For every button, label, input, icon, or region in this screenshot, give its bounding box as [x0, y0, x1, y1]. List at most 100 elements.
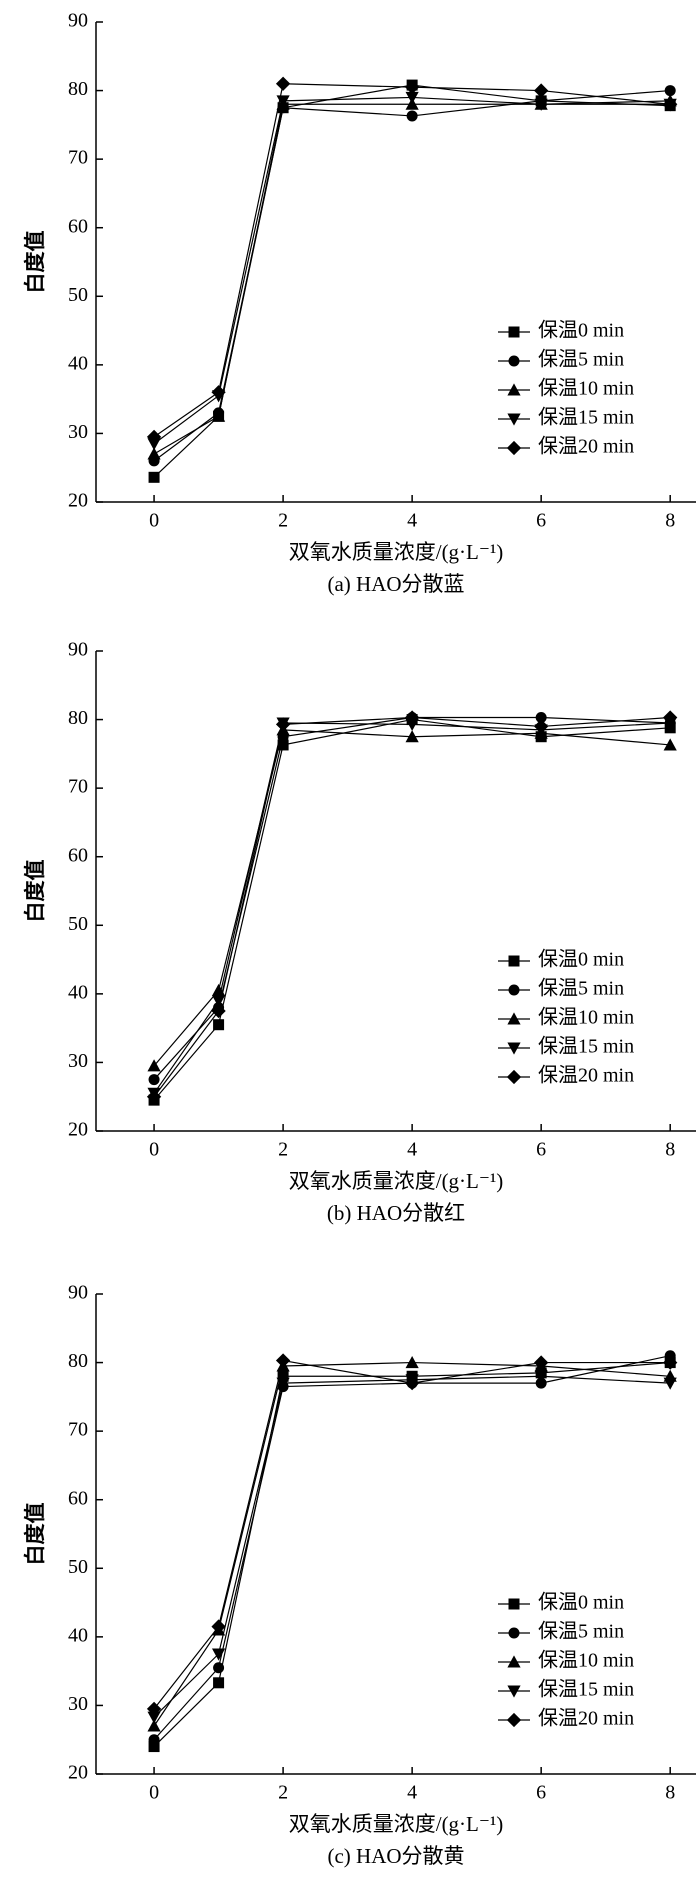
marker: [211, 1648, 226, 1661]
series-line: [153, 722, 671, 1094]
marker: [211, 385, 226, 400]
marker: [148, 1074, 160, 1086]
marker: [405, 91, 419, 105]
legend-label: 保温10 min: [538, 377, 634, 400]
marker: [508, 984, 520, 996]
legend-label: 保温15 min: [538, 1035, 634, 1058]
y-tick-label: 80: [68, 707, 88, 729]
y-tick-label: 30: [68, 1050, 88, 1072]
series-line: [153, 1359, 671, 1710]
marker: [276, 1377, 290, 1390]
y-tick-label: 40: [68, 981, 88, 1003]
chart-caption: (a) HAO分散蓝: [327, 572, 464, 596]
marker: [406, 110, 418, 122]
y-tick-label: 20: [68, 1762, 88, 1784]
marker: [507, 1042, 521, 1055]
marker: [535, 712, 547, 724]
marker: [147, 438, 161, 451]
marker: [405, 730, 419, 743]
marker: [534, 1370, 548, 1383]
y-tick-label: 50: [68, 284, 88, 306]
marker: [277, 739, 289, 751]
series-line: [153, 716, 671, 1098]
marker: [664, 85, 676, 97]
marker: [147, 1059, 161, 1072]
marker: [275, 717, 291, 732]
x-axis-label: 双氧水质量浓度/(g·L⁻¹): [289, 1169, 504, 1193]
y-tick-label: 60: [68, 1487, 88, 1509]
y-tick-label: 90: [68, 639, 88, 661]
y-tick-label: 90: [68, 1282, 88, 1304]
x-tick-label: 0: [149, 1139, 159, 1161]
chart-caption: (c) HAO分散黄: [327, 1844, 464, 1868]
marker: [507, 383, 521, 396]
y-tick-label: 70: [68, 1419, 88, 1441]
series-line: [153, 96, 671, 445]
marker: [148, 1741, 160, 1753]
marker: [535, 1377, 547, 1389]
marker: [507, 1012, 521, 1025]
legend-label: 保温10 min: [538, 1006, 634, 1029]
marker: [663, 97, 678, 112]
x-tick-label: 8: [665, 1782, 675, 1804]
marker: [506, 1069, 522, 1085]
marker: [146, 429, 162, 445]
x-tick-label: 2: [278, 1782, 288, 1804]
y-axis-label: 白度值: [23, 231, 47, 294]
y-tick-label: 70: [68, 147, 88, 169]
chart-caption: (b) HAO分散红: [327, 1201, 465, 1225]
marker: [534, 83, 549, 98]
legend-label: 保温15 min: [538, 1678, 634, 1701]
y-tick-label: 40: [68, 352, 88, 374]
legend-label: 保温5 min: [538, 1620, 624, 1643]
legend-label: 保温20 min: [538, 435, 634, 458]
y-axis-label: 白度值: [23, 860, 47, 923]
marker: [404, 1375, 420, 1391]
x-tick-label: 4: [407, 510, 417, 532]
x-tick-label: 2: [278, 1139, 288, 1161]
marker: [404, 710, 420, 725]
marker: [404, 79, 420, 95]
x-axis-label: 双氧水质量浓度/(g·L⁻¹): [289, 540, 504, 564]
marker: [507, 1655, 521, 1668]
marker: [507, 1685, 521, 1698]
x-tick-label: 0: [149, 1782, 159, 1804]
marker: [508, 355, 520, 367]
marker: [405, 718, 419, 731]
x-tick-label: 0: [149, 510, 159, 532]
marker: [148, 1734, 160, 1746]
marker: [148, 471, 160, 483]
marker: [508, 1598, 520, 1610]
y-axis-label: 白度值: [23, 1503, 47, 1566]
series-line: [153, 1361, 671, 1727]
y-tick-label: 70: [68, 776, 88, 798]
legend-label: 保温0 min: [538, 319, 624, 342]
x-tick-label: 8: [665, 510, 675, 532]
marker: [534, 1355, 549, 1370]
marker: [213, 1677, 225, 1689]
x-tick-label: 6: [536, 510, 546, 532]
marker: [211, 983, 226, 996]
legend-label: 保温5 min: [538, 977, 624, 1000]
legend-label: 保温15 min: [538, 406, 634, 429]
series-line: [153, 100, 671, 455]
marker: [146, 1089, 162, 1104]
legend-label: 保温20 min: [538, 1707, 634, 1730]
legend-label: 保温10 min: [538, 1649, 634, 1672]
marker: [507, 413, 521, 426]
marker: [275, 1353, 291, 1368]
y-tick-label: 60: [68, 844, 88, 866]
x-axis-label: 双氧水质量浓度/(g·L⁻¹): [289, 1812, 504, 1836]
marker: [147, 447, 161, 460]
marker: [405, 1355, 419, 1369]
marker: [213, 1019, 225, 1031]
series-line: [153, 716, 671, 1080]
y-tick-label: 30: [68, 421, 88, 443]
marker: [506, 440, 522, 456]
x-tick-label: 6: [536, 1139, 546, 1161]
series-line: [153, 1355, 671, 1741]
y-tick-label: 60: [68, 215, 88, 237]
x-tick-label: 8: [665, 1139, 675, 1161]
marker: [663, 738, 677, 751]
y-tick-label: 80: [68, 78, 88, 100]
